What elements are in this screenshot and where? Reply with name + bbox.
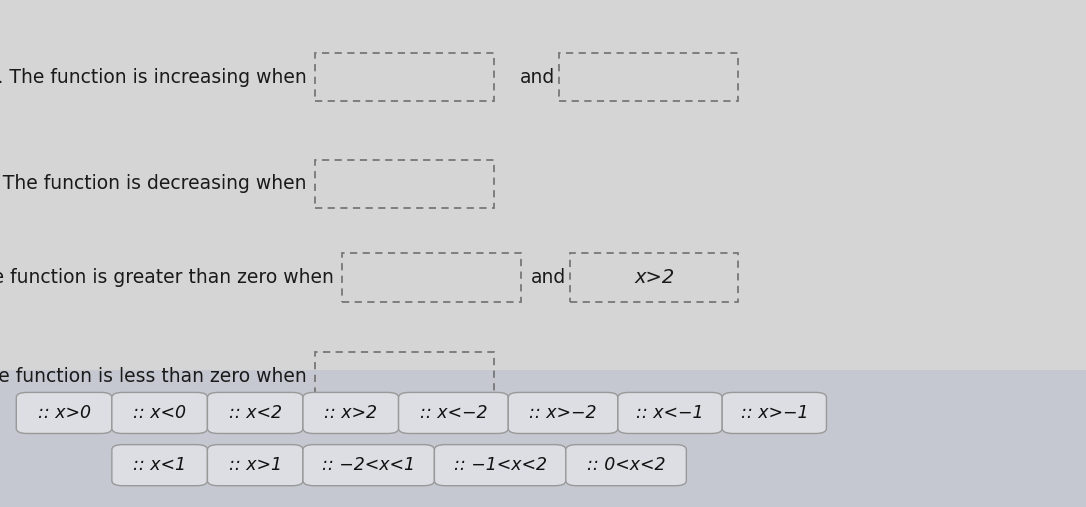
- Text: :: 0<x<2: :: 0<x<2: [586, 456, 666, 474]
- FancyBboxPatch shape: [207, 392, 303, 433]
- Text: and: and: [520, 67, 555, 87]
- Text: :: x<2: :: x<2: [229, 404, 281, 422]
- Text: :: x<−2: :: x<−2: [419, 404, 488, 422]
- FancyBboxPatch shape: [112, 445, 207, 486]
- FancyBboxPatch shape: [508, 392, 618, 433]
- Text: :: x<−1: :: x<−1: [636, 404, 704, 422]
- FancyBboxPatch shape: [303, 445, 434, 486]
- Text: :: x>0: :: x>0: [38, 404, 90, 422]
- Text: :: x>−2: :: x>−2: [529, 404, 597, 422]
- Bar: [570, 254, 738, 302]
- FancyBboxPatch shape: [207, 445, 303, 486]
- Text: and: and: [531, 268, 566, 287]
- Text: x>2: x>2: [634, 268, 674, 287]
- Bar: [315, 53, 494, 101]
- Text: :: x>2: :: x>2: [325, 404, 377, 422]
- Text: :: x>−1: :: x>−1: [741, 404, 808, 422]
- Bar: [315, 160, 494, 208]
- Text: a. The function is increasing when: a. The function is increasing when: [0, 68, 306, 87]
- FancyBboxPatch shape: [434, 445, 566, 486]
- FancyBboxPatch shape: [112, 392, 207, 433]
- FancyBboxPatch shape: [399, 392, 508, 433]
- FancyBboxPatch shape: [722, 392, 826, 433]
- Text: c. The function is greater than zero when: c. The function is greater than zero whe…: [0, 268, 333, 287]
- Text: :: x<0: :: x<0: [134, 404, 186, 422]
- Bar: [342, 254, 521, 302]
- Text: :: −2<x<1: :: −2<x<1: [323, 456, 415, 474]
- Text: :: −1<x<2: :: −1<x<2: [454, 456, 546, 474]
- Text: :: x<1: :: x<1: [134, 456, 186, 474]
- FancyBboxPatch shape: [303, 392, 399, 433]
- Text: b. The function is decreasing when: b. The function is decreasing when: [0, 174, 306, 193]
- FancyBboxPatch shape: [566, 445, 686, 486]
- FancyBboxPatch shape: [16, 392, 112, 433]
- Text: :: x>1: :: x>1: [229, 456, 281, 474]
- Bar: [315, 352, 494, 401]
- Text: d. The function is less than zero when: d. The function is less than zero when: [0, 367, 306, 386]
- FancyBboxPatch shape: [618, 392, 722, 433]
- Bar: [0, 370, 1086, 507]
- Bar: [559, 53, 738, 101]
